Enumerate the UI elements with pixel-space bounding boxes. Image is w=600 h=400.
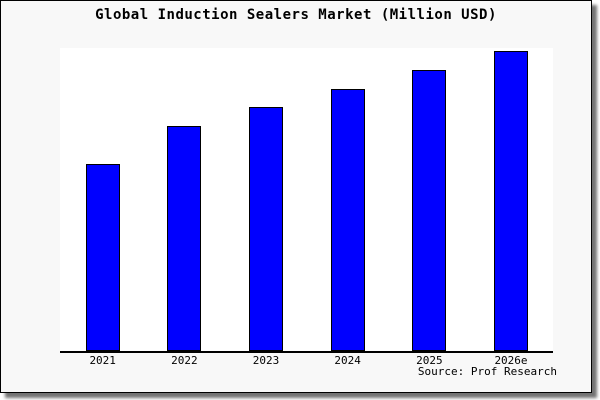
bar-2025: [412, 69, 447, 351]
x-tick-label-2023: 2023: [252, 354, 280, 367]
x-tick-label-2026e: 2026e: [494, 354, 528, 367]
bar-2026e: [494, 51, 528, 351]
bar-2024: [330, 88, 365, 351]
x-tick-label-2025: 2025: [416, 354, 443, 367]
source-credit: Source: Prof Research: [417, 365, 557, 378]
bar-2021: [85, 163, 120, 351]
x-tick-label-2022: 2022: [171, 354, 198, 367]
bar-2023: [249, 107, 284, 351]
plot-area: [60, 48, 553, 353]
bar-2022: [167, 126, 202, 351]
x-tick-label-2024: 2024: [334, 354, 361, 367]
x-tick-label-2021: 2021: [89, 354, 116, 367]
chart-figure: Global Induction Sealers Market (Million…: [0, 0, 592, 393]
chart-title: Global Induction Sealers Market (Million…: [95, 7, 497, 23]
